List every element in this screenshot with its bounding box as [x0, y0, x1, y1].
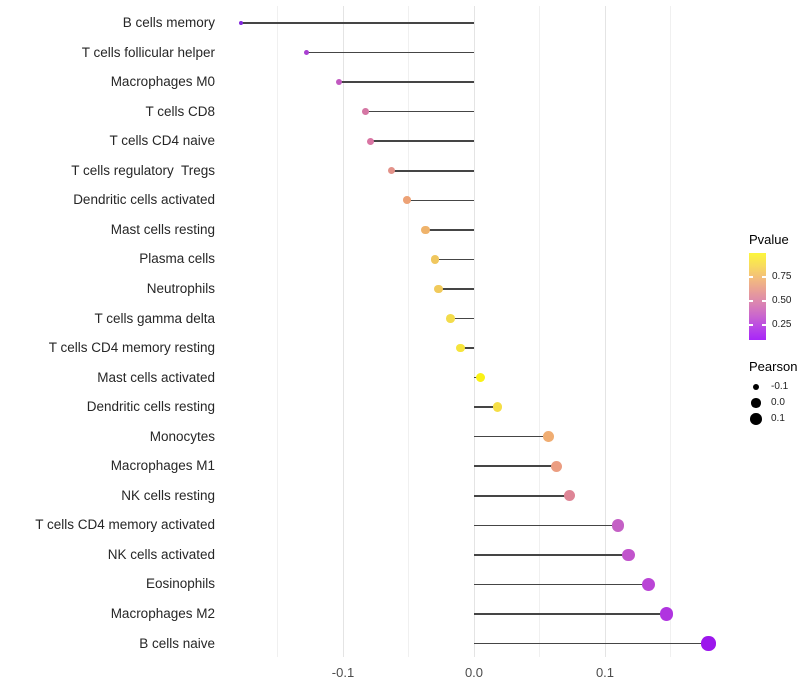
lollipop-stem: [474, 524, 619, 527]
lollipop-dot: [611, 519, 625, 532]
x-axis-tick-label: 0.0: [464, 665, 484, 680]
gradient-tick-mark: [762, 300, 766, 302]
lollipop-stem: [474, 613, 667, 615]
y-axis-label: T cells follicular helper: [81, 44, 215, 60]
pearson-tick-label: -0.1: [771, 381, 789, 392]
x-axis-tick-label: 0.1: [595, 665, 615, 680]
y-axis-label: T cells CD4 memory resting: [48, 340, 215, 356]
gridline: [277, 6, 278, 657]
pearson-size-dot: [750, 413, 762, 425]
lollipop-dot: [238, 20, 243, 26]
lollipop-stem: [240, 22, 474, 24]
gridline: [670, 6, 671, 657]
gridline: [342, 6, 344, 657]
pvalue-legend-title: Pvalue: [749, 232, 789, 247]
lollipop-stem: [434, 258, 474, 261]
pvalue-tick-label: 0.50: [772, 295, 792, 306]
gridline: [473, 6, 475, 657]
lollipop-dot: [456, 343, 466, 353]
lollipop-dot: [430, 255, 439, 264]
y-axis-label: T cells gamma delta: [94, 310, 215, 326]
lollipop-dot: [434, 284, 443, 294]
lollipop-dot: [403, 196, 412, 205]
lollipop-dot: [492, 402, 503, 412]
lollipop-stem: [474, 406, 498, 408]
lollipop-stem: [438, 288, 474, 290]
y-axis-label: T cells CD4 naive: [109, 133, 215, 149]
y-axis-label: Mast cells activated: [97, 369, 215, 385]
lollipop-stem: [474, 495, 570, 497]
y-axis-label: B cells memory: [122, 15, 215, 30]
gridline: [539, 6, 540, 657]
pearson-size-dot: [752, 383, 760, 391]
y-axis-label: Macrophages M1: [110, 458, 215, 474]
y-axis-label: Macrophages M0: [110, 74, 215, 90]
lollipop-dot: [641, 577, 655, 591]
lollipop-stem: [474, 554, 629, 556]
x-axis-tick-label: -0.1: [331, 665, 355, 680]
lollipop-dot: [387, 167, 396, 175]
pvalue-tick-label: 0.25: [772, 319, 792, 330]
pearson-tick-label: 0.1: [771, 413, 785, 424]
pearson-legend-title: Pearson: [749, 359, 798, 374]
lollipop-dot: [303, 49, 310, 56]
y-axis-label: Plasma cells: [139, 251, 215, 267]
pearson-size-dot: [751, 398, 761, 408]
y-axis-label: Eosinophils: [145, 576, 215, 592]
lollipop-stem: [306, 51, 474, 54]
lollipop-dot: [701, 636, 716, 651]
y-axis-label: T cells CD8: [145, 103, 215, 119]
gradient-tick-mark: [749, 324, 753, 326]
y-axis-label: B cells naive: [139, 635, 215, 651]
lollipop-stem: [474, 435, 549, 438]
lollipop-stem: [474, 642, 709, 645]
lollipop-dot: [361, 108, 369, 116]
lollipop-stem: [339, 81, 474, 83]
pvalue-gradient-bar: [749, 253, 766, 340]
gradient-tick-mark: [749, 300, 753, 302]
y-axis-label: Macrophages M2: [110, 606, 215, 621]
lollipop-stem: [450, 317, 474, 320]
y-axis-label: T cells regulatory Tregs: [71, 162, 215, 178]
lollipop-dot: [622, 548, 635, 562]
lollipop-dot: [659, 607, 674, 621]
gridline: [604, 6, 606, 657]
y-axis-label: NK cells resting: [121, 487, 215, 503]
lollipop-dot: [446, 314, 455, 323]
lollipop-dot: [421, 225, 430, 234]
lollipop-stem: [425, 229, 474, 231]
pvalue-tick-label: 0.75: [772, 271, 792, 282]
lollipop-dot: [335, 78, 343, 86]
lollipop-dot: [475, 372, 486, 383]
lollipop-stem: [407, 199, 474, 202]
gradient-tick-mark: [749, 276, 753, 278]
y-axis-label: T cells CD4 memory activated: [35, 517, 215, 533]
lollipop-dot: [551, 460, 563, 472]
lollipop-stem: [474, 465, 557, 468]
pearson-tick-label: 0.0: [771, 397, 785, 408]
lollipop-dot: [543, 431, 555, 443]
y-axis-label: Neutrophils: [146, 280, 215, 296]
lollipop-dot: [367, 137, 374, 145]
gradient-tick-mark: [762, 276, 766, 278]
y-axis-label: Monocytes: [149, 428, 215, 444]
lollipop-stem: [474, 583, 649, 586]
lollipop-stem: [365, 110, 474, 113]
lollipop-stem: [460, 347, 474, 349]
gridline: [408, 6, 409, 657]
lollipop-stem: [370, 140, 474, 142]
y-axis-label: Mast cells resting: [110, 221, 215, 237]
gradient-tick-mark: [762, 324, 766, 326]
lollipop-stem: [391, 169, 474, 172]
y-axis-label: NK cells activated: [107, 546, 215, 562]
lollipop-dot: [563, 490, 576, 502]
y-axis-label: Dendritic cells activated: [73, 192, 215, 208]
y-axis-label: Dendritic cells resting: [86, 399, 215, 415]
